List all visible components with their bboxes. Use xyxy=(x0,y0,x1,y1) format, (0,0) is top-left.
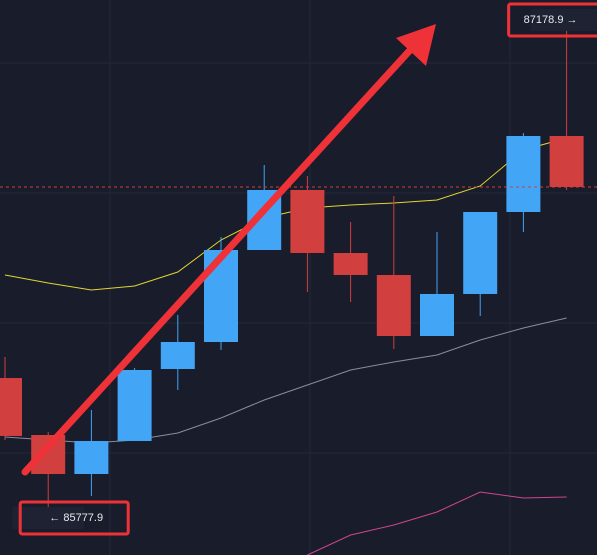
candle-body xyxy=(376,274,411,337)
candle-body xyxy=(420,293,454,337)
candle-body xyxy=(74,440,109,475)
annotation-box xyxy=(12,506,85,529)
candle-body xyxy=(506,135,541,213)
annotation-highlight xyxy=(507,2,597,38)
candle-body xyxy=(204,249,238,343)
annotation-label: ← 85777.9 xyxy=(49,512,103,524)
candle-body xyxy=(117,370,152,441)
candle-body xyxy=(463,212,498,294)
candle-body xyxy=(0,378,22,436)
candle-body xyxy=(549,135,584,187)
annotation-box xyxy=(530,8,597,31)
moving-average-line xyxy=(4,137,567,291)
candle-body xyxy=(290,189,325,253)
candle-body xyxy=(333,252,368,275)
trend-arrow xyxy=(21,24,436,476)
candle-body xyxy=(160,342,195,370)
annotation-highlight xyxy=(18,500,130,536)
moving-average-line xyxy=(307,491,567,555)
annotation-label: 87178.9 → xyxy=(524,14,578,26)
